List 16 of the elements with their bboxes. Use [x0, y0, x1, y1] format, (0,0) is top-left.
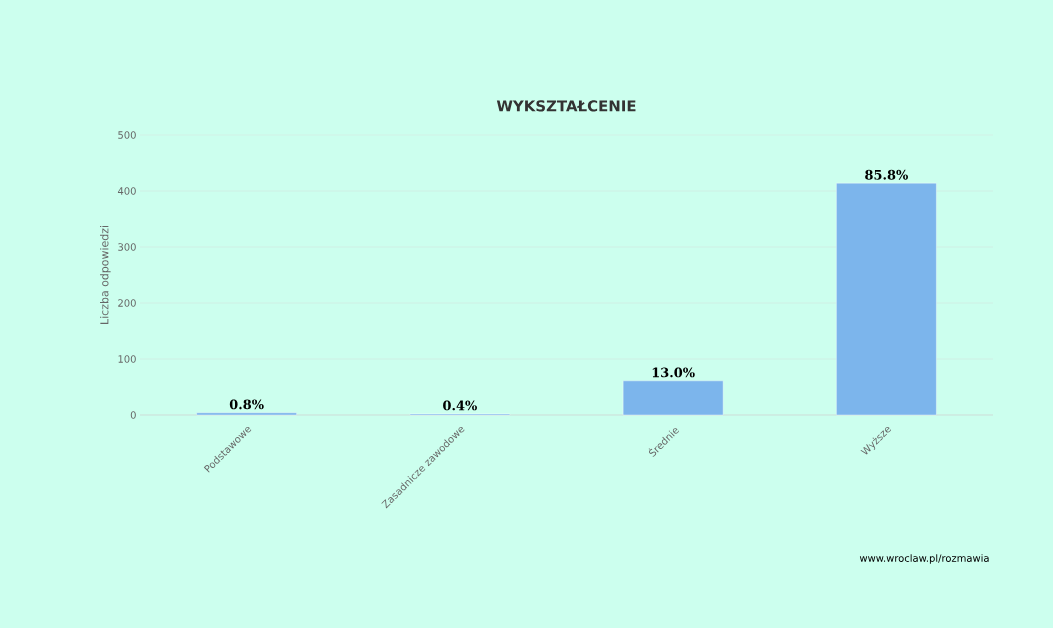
- bar: [836, 182, 937, 416]
- annotation: 85.8%: [865, 169, 908, 180]
- text: www.wroclaw.pl/rozmawia: [859, 554, 989, 564]
- y-tick-label: 400: [117, 187, 136, 195]
- y-tick-label: 100: [118, 355, 136, 363]
- annotation: 13.0%: [652, 367, 695, 378]
- annotation: 0.8%: [229, 399, 264, 410]
- y-axis-title: Liczba odpowiedzi: [100, 226, 111, 324]
- y-tick-label: 0: [130, 411, 136, 419]
- y-tick-label: 200: [118, 299, 136, 307]
- chart-title: WYKSZTAŁCENIE: [496, 100, 636, 112]
- bar: [622, 380, 724, 416]
- y-tick-label: 500: [118, 131, 136, 139]
- bar: [196, 412, 297, 416]
- y-tick-label: 300: [118, 243, 136, 251]
- annotation: 0.4%: [443, 400, 477, 411]
